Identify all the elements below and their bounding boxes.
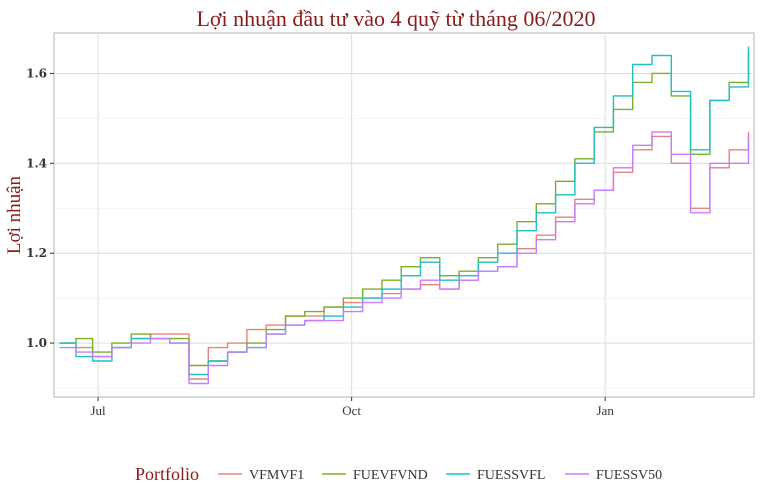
x-tick-label: Oct	[342, 403, 361, 418]
legend-title: Portfolio	[135, 464, 199, 484]
legend-label: VFMVF1	[249, 468, 304, 483]
legend-label: FUESSV50	[596, 468, 662, 483]
series-line-fuessv50	[59, 131, 750, 385]
plot-panel	[53, 32, 755, 398]
legend-item-fuessv50: FUESSV50	[565, 468, 662, 483]
y-tick-label: 1.2	[26, 246, 47, 260]
y-tick-label: 1.0	[26, 336, 47, 350]
legend: Portfolio VFMVF1 FUEVFVND FUESSVFL FUESSV50	[135, 464, 662, 484]
legend-items: VFMVF1 FUEVFVND FUESSVFL FUESSV50	[218, 468, 662, 483]
legend-item-fuessvfl: FUESSVFL	[446, 468, 545, 483]
series-layer	[59, 46, 750, 385]
y-tick-label: 1.4	[26, 156, 47, 170]
y-axis-ticks: 1.0 1.2 1.4 1.6	[26, 66, 54, 350]
series-line-fuevfvnd	[59, 51, 750, 367]
legend-item-fuevfvnd: FUEVFVND	[322, 468, 428, 483]
x-tick-label: Jul	[91, 403, 107, 418]
chart-title: Lợi nhuận đầu tư vào 4 quỹ từ tháng 06/2…	[196, 6, 595, 31]
x-axis-ticks: Jul Oct Jan	[91, 397, 615, 418]
x-tick-label: Jan	[597, 403, 615, 418]
legend-item-vfmvf1: VFMVF1	[218, 468, 304, 483]
y-axis-label: Lợi nhuận	[4, 175, 25, 254]
y-tick-label: 1.6	[26, 66, 47, 80]
legend-label: FUESSVFL	[477, 468, 545, 483]
legend-label: FUEVFVND	[353, 468, 428, 483]
